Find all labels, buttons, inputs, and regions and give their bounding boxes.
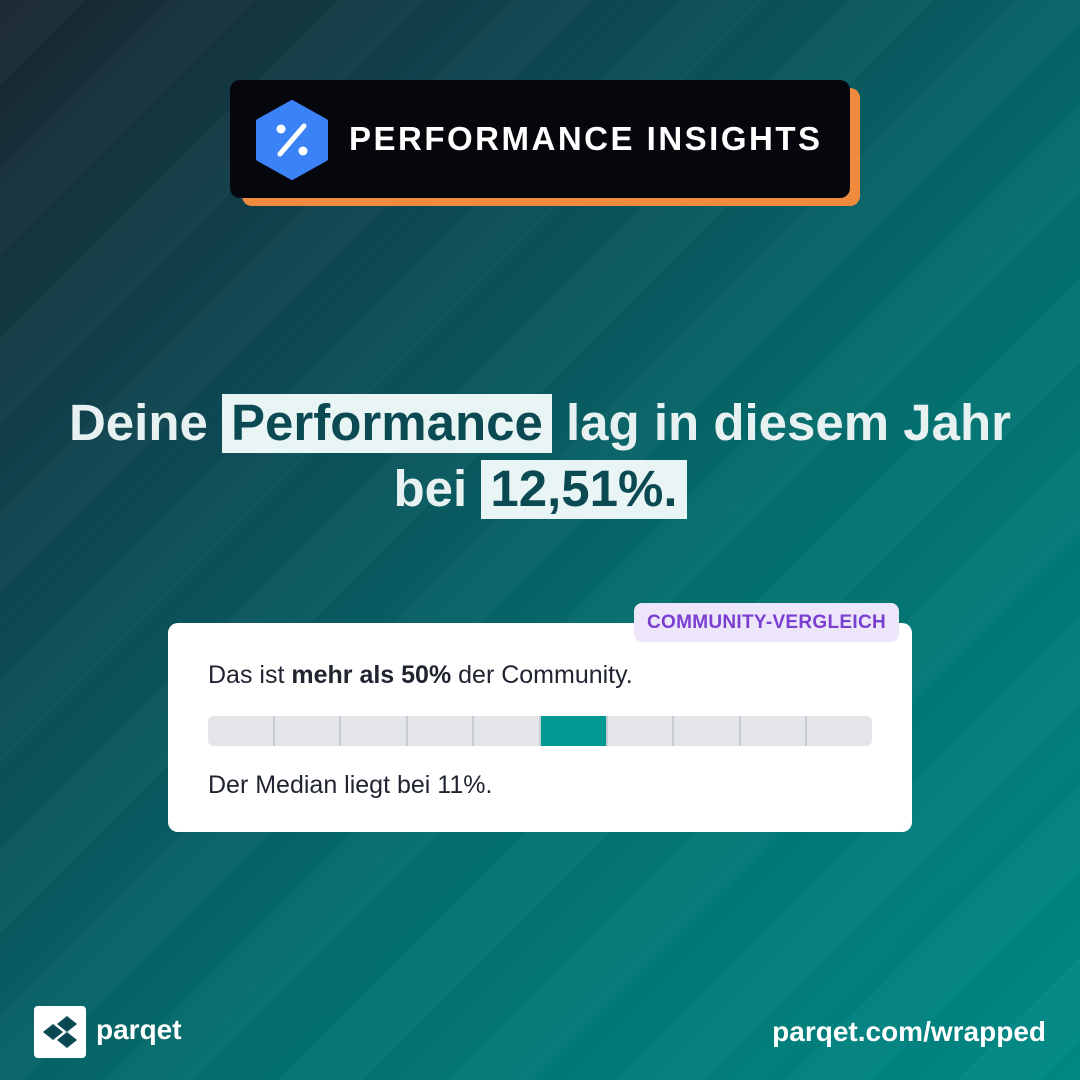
headline: Deine Performance lag in diesem Jahr bei… xyxy=(60,390,1020,522)
bar-segment xyxy=(740,716,808,746)
headline-text-2: lag in diesem Jahr bei xyxy=(393,394,1012,517)
bar-segment xyxy=(474,716,541,746)
comparison-suffix: der Community. xyxy=(451,661,633,689)
headline-text-1: Deine xyxy=(68,394,223,451)
percentile-bar xyxy=(208,716,872,746)
bar-segment xyxy=(807,716,872,746)
community-comparison-text: Das ist mehr als 50% der Community. xyxy=(208,661,633,690)
headline-highlight-value: 12,51%. xyxy=(481,460,687,519)
badge-body: PERFORMANCE INSIGHTS xyxy=(230,80,850,198)
community-tag: COMMUNITY-VERGLEICH xyxy=(634,603,899,642)
percent-icon xyxy=(256,100,328,180)
median-text: Der Median liegt bei 11%. xyxy=(208,771,493,799)
bar-segment xyxy=(274,716,342,746)
bar-segment xyxy=(674,716,741,746)
comparison-bold: mehr als 50% xyxy=(291,661,452,689)
parqet-logo-icon xyxy=(34,1006,86,1058)
bar-segment xyxy=(607,716,675,746)
bar-segment xyxy=(341,716,408,746)
badge-title: PERFORMANCE INSIGHTS xyxy=(349,120,823,157)
bar-segment-active xyxy=(540,716,608,746)
footer-url[interactable]: parqet.com/wrapped xyxy=(772,1016,1046,1047)
community-card: COMMUNITY-VERGLEICH Das ist mehr als 50%… xyxy=(168,603,912,832)
header-badge: PERFORMANCE INSIGHTS xyxy=(230,80,860,206)
headline-highlight-performance: Performance xyxy=(222,394,552,453)
brand-name: parqet xyxy=(96,1014,182,1045)
bar-segment xyxy=(208,716,275,746)
comparison-prefix: Das ist xyxy=(208,661,292,689)
bar-segment xyxy=(407,716,475,746)
